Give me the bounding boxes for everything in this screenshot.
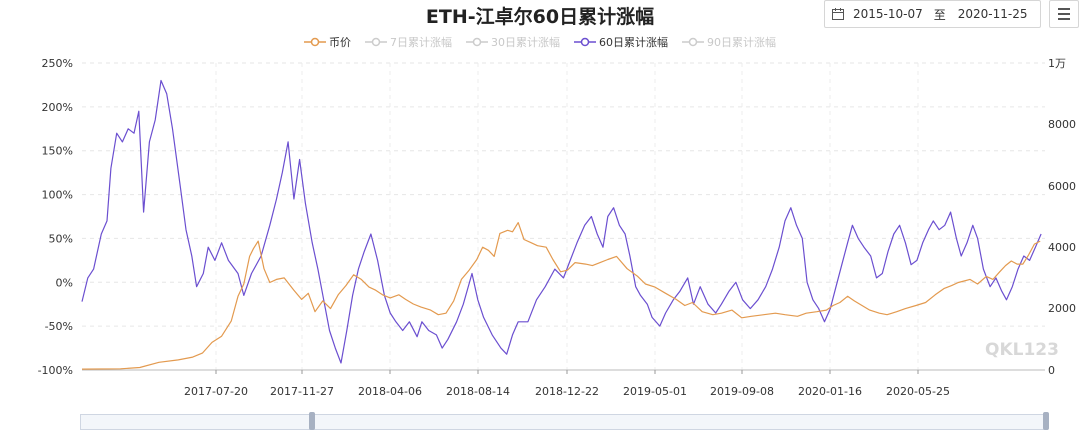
x-tick-label: 2019-09-08 xyxy=(710,385,774,398)
y-tick-label-left: -50% xyxy=(45,320,73,333)
legend-label: 币价 xyxy=(329,36,351,49)
legend-item-60d[interactable]: 60日累计涨幅 xyxy=(574,34,668,50)
y-tick-label-right: 2000 xyxy=(1048,302,1076,315)
zoom-slider-right-handle[interactable] xyxy=(1043,412,1049,430)
legend-marker-icon xyxy=(304,37,326,47)
y-tick-label-right: 8000 xyxy=(1048,118,1076,131)
legend-label: 7日累计涨幅 xyxy=(390,36,452,49)
y-tick-label-left: 150% xyxy=(42,145,73,158)
x-tick-label: 2017-07-20 xyxy=(184,385,248,398)
y-tick-label-right: 6000 xyxy=(1048,180,1076,193)
legend-marker-icon xyxy=(574,37,596,47)
x-tick-label: 2018-08-14 xyxy=(446,385,510,398)
y-tick-label-left: 100% xyxy=(42,189,73,202)
chart-title: ETH-江卓尔60日累计涨幅 xyxy=(425,6,655,28)
start-date[interactable]: 2015-10-07 xyxy=(853,7,923,21)
legend: 币价 7日累计涨幅 30日累计涨幅 60日累计涨幅 90日累计涨幅 xyxy=(0,34,1080,50)
legend-item-price[interactable]: 币价 xyxy=(304,34,351,50)
y-tick-label-left: 50% xyxy=(49,232,73,245)
watermark-logo: QKL123 xyxy=(985,340,1059,360)
series-line-price xyxy=(81,222,1041,370)
y-tick-label-right: 1万 xyxy=(1048,57,1066,70)
x-tick-label: 2017-11-27 xyxy=(270,385,334,398)
y-tick-label-left: -100% xyxy=(38,364,73,377)
zoom-slider-left-handle[interactable] xyxy=(309,412,315,430)
x-tick-label: 2018-04-06 xyxy=(358,385,422,398)
legend-item-30d[interactable]: 30日累计涨幅 xyxy=(466,34,560,50)
legend-item-90d[interactable]: 90日累计涨幅 xyxy=(682,34,776,50)
y-tick-label-left: 0% xyxy=(56,276,73,289)
legend-marker-icon xyxy=(365,37,387,47)
menu-button[interactable] xyxy=(1049,0,1079,28)
x-tick-label: 2019-05-01 xyxy=(623,385,687,398)
x-tick-label: 2020-05-25 xyxy=(886,385,950,398)
legend-label: 60日累计涨幅 xyxy=(599,36,668,49)
date-range-picker[interactable]: 2015-10-07 至 2020-11-25 xyxy=(824,0,1041,28)
y-tick-label-right: 4000 xyxy=(1048,241,1076,254)
y-tick-label-left: 250% xyxy=(42,57,73,70)
calendar-icon xyxy=(832,8,844,20)
legend-label: 90日累计涨幅 xyxy=(707,36,776,49)
legend-marker-icon xyxy=(466,37,488,47)
date-separator: 至 xyxy=(933,7,946,22)
x-tick-label: 2018-12-22 xyxy=(535,385,599,398)
legend-item-7d[interactable]: 7日累计涨幅 xyxy=(365,34,452,50)
legend-label: 30日累计涨幅 xyxy=(491,36,560,49)
zoom-slider[interactable] xyxy=(80,414,1048,430)
end-date[interactable]: 2020-11-25 xyxy=(957,7,1028,21)
series-line-60d-gain xyxy=(81,79,1042,364)
legend-marker-icon xyxy=(682,37,704,47)
x-tick-label: 2020-01-16 xyxy=(798,385,862,398)
y-tick-label-right: 0 xyxy=(1048,364,1055,377)
menu-icon xyxy=(1058,8,1070,10)
y-tick-label-left: 200% xyxy=(42,101,73,114)
